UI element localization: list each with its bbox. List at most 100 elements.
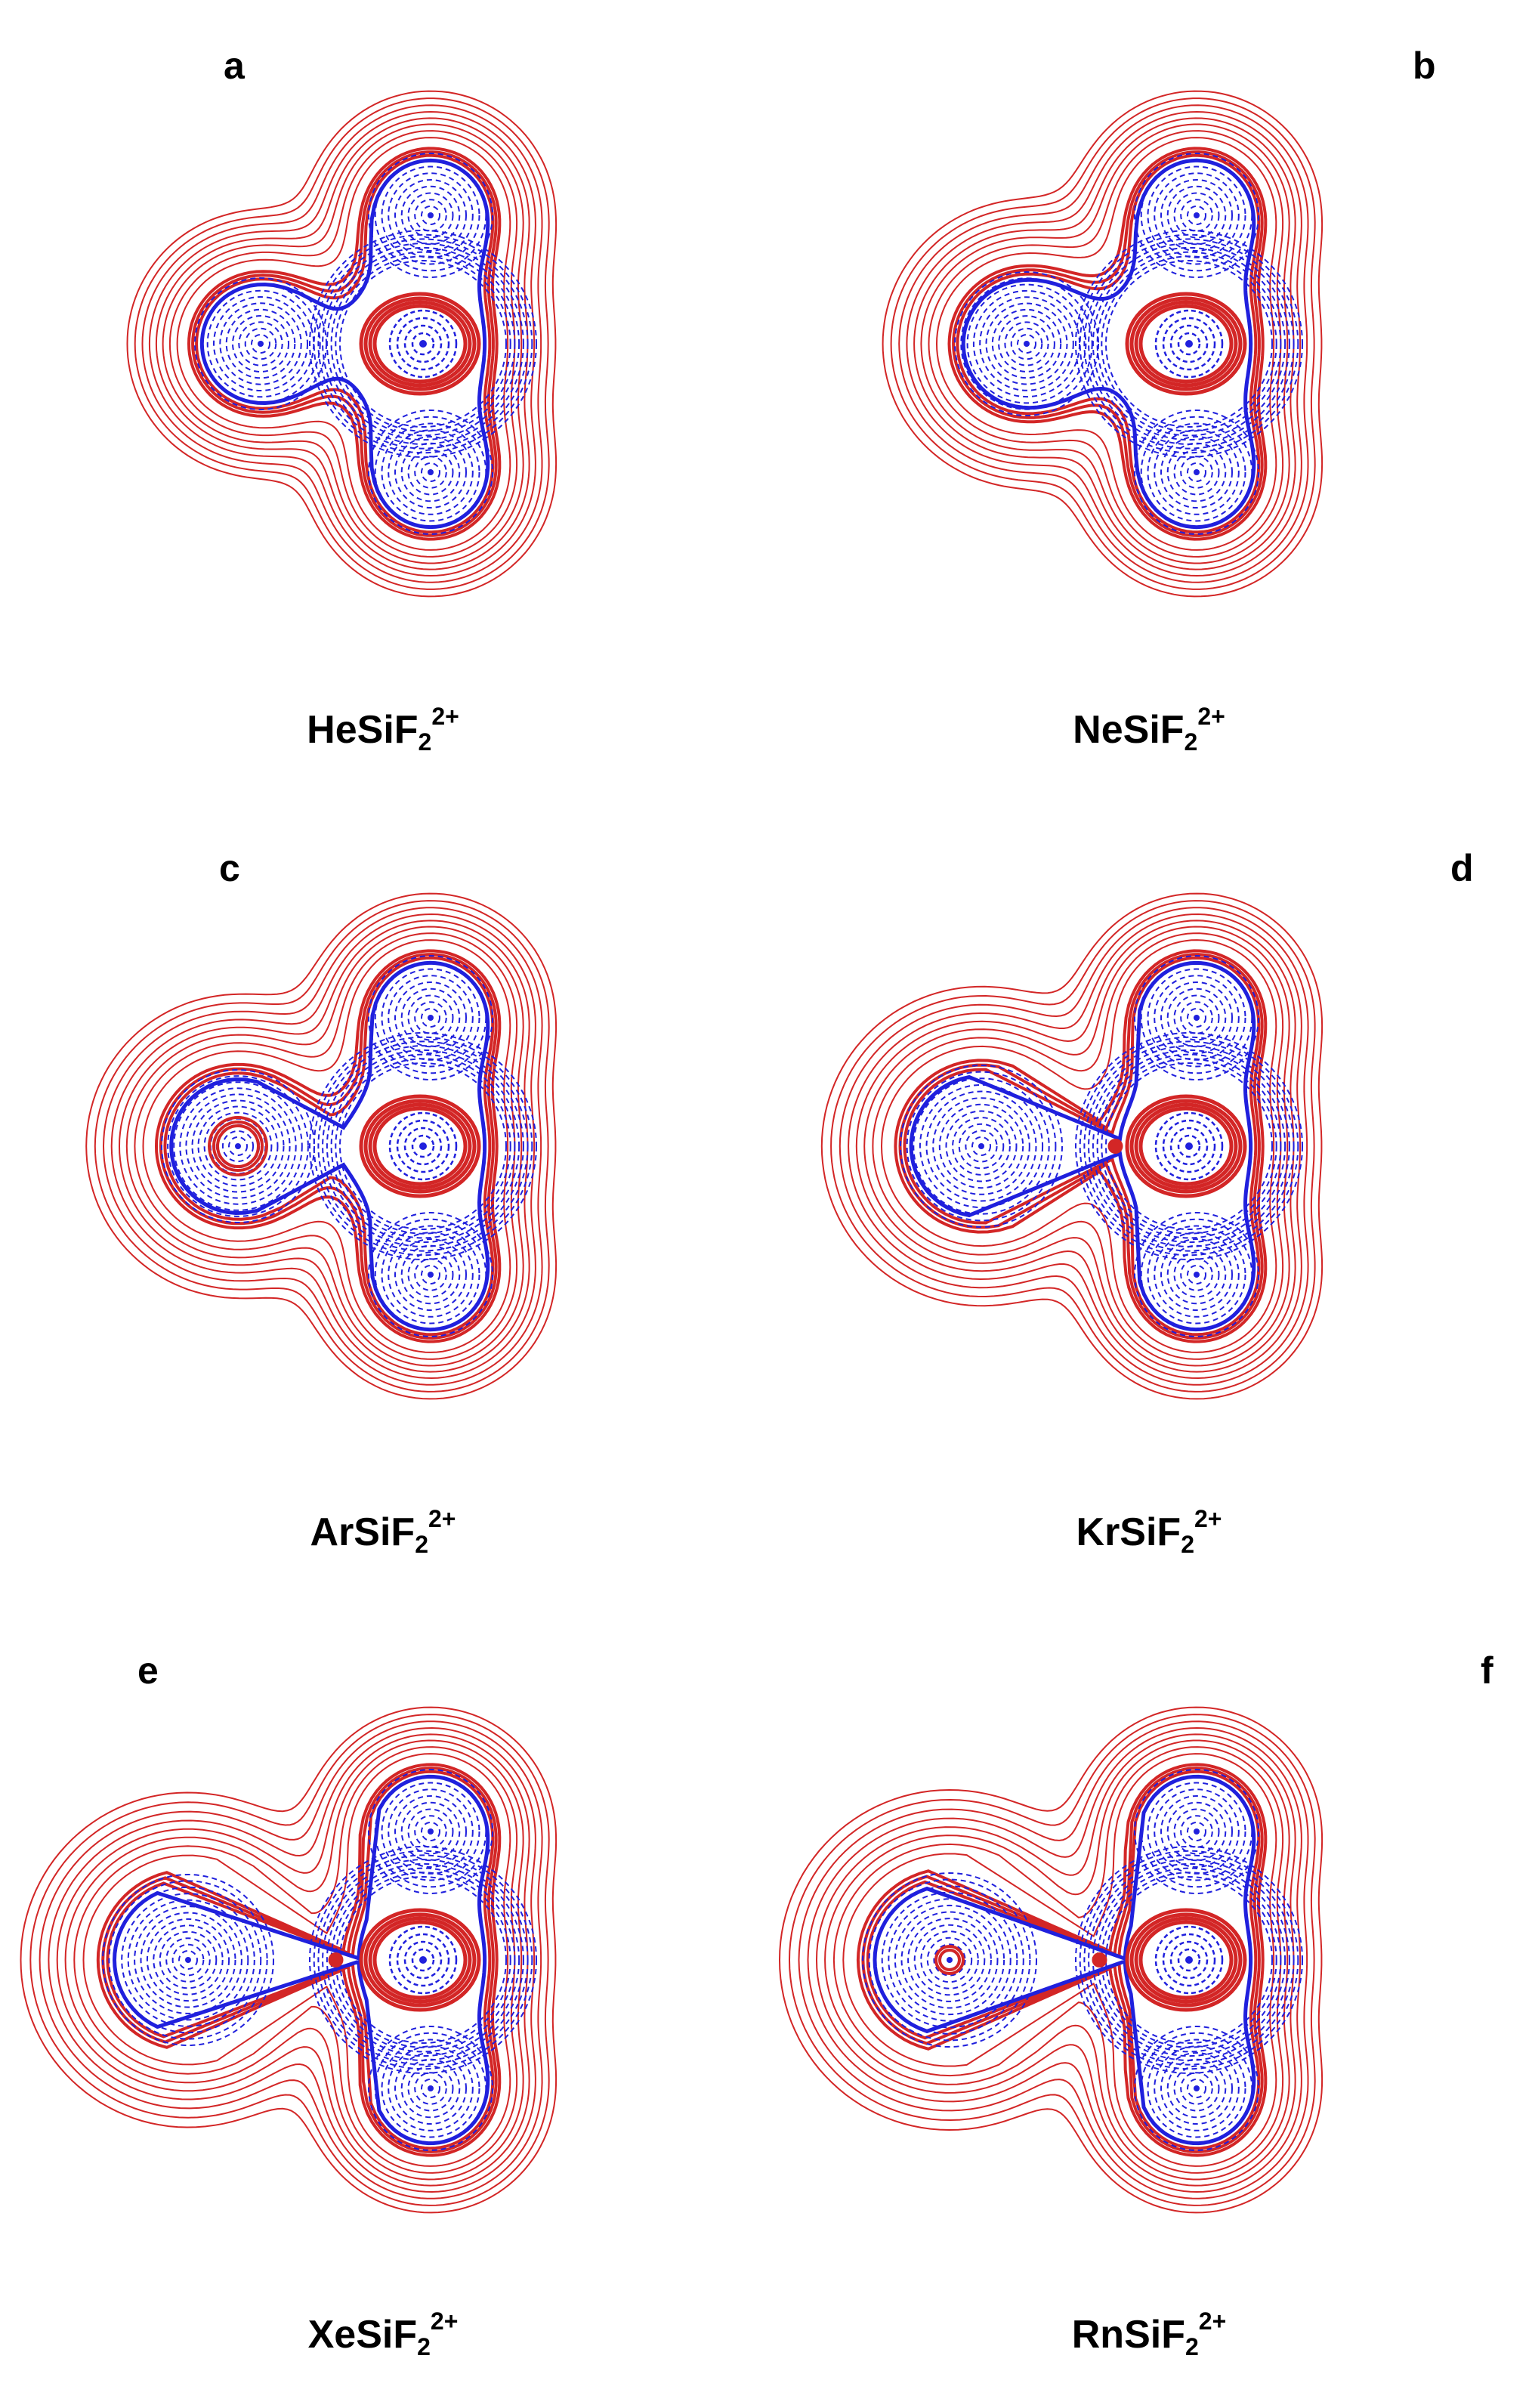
molecule-label: NeSiF22+ [1073,703,1225,756]
positive-contour [861,1767,1264,2153]
molecule-label: KrSiF22+ [1076,1505,1222,1558]
negative-contour [1180,199,1213,232]
negative-contour [381,968,480,1068]
negative-contour [979,296,1074,391]
silicon-core-ring [368,300,472,388]
negative-contour [1173,192,1220,239]
negative-contours [954,153,1303,535]
negative-contour [1169,1940,1209,1980]
contour-plot-d [820,892,1324,1400]
negative-contour [1147,422,1246,522]
positive-contour [815,1733,1296,2187]
negative-contour [228,1136,248,1156]
silicon-nucleus [1185,1142,1193,1150]
positive-contour [952,150,1264,537]
negative-contour [1147,968,1246,1068]
negative-contour [1162,1933,1216,1987]
negative-contour [1017,334,1036,354]
negative-contour [1075,1032,1303,1260]
negative-contours [900,955,1303,1337]
positive-contour [855,920,1296,1373]
negative-contour [972,289,1081,398]
negative-contour [971,1136,991,1156]
negative-contour [868,1878,1031,2042]
silicon-nucleus [1185,1956,1193,1964]
negative-contour [1140,1218,1253,1331]
negative-contour [907,1918,992,2002]
negative-contour [1154,309,1224,379]
negative-contour [998,315,1055,372]
negative-contours [102,1769,537,2151]
negative-contour [171,1943,205,1977]
bond-critical-point [1107,1139,1123,1154]
negative-contour [1079,1036,1299,1257]
panel-letter: f [1481,1649,1493,1692]
contour-lines [778,1706,1324,2214]
positive-contour [906,110,1302,577]
negative-contour [1173,994,1220,1041]
negative-contour [1162,1119,1216,1173]
negative-contour [925,1090,1037,1202]
negative-contour [388,1925,458,1995]
negative-contour [407,1808,454,1855]
negative-contour [1154,1788,1240,1875]
negative-contour [926,1937,973,1983]
panel-a: a HeSiF22+ [0,0,766,802]
contour-lines [20,1706,558,2214]
silicon-core-ring [1138,304,1234,384]
negative-contour [317,1040,529,1252]
silicon-core-ring [359,1908,481,2012]
silicon-core-ring [1129,296,1243,391]
negative-contour [165,1937,211,1983]
negative-contour [159,1930,218,1989]
fluorine-nucleus [1194,1828,1200,1835]
negative-contour [421,1265,440,1284]
fluorine-nucleus [1194,1272,1200,1278]
positive-contour [898,953,1264,1340]
negative-contour [414,1815,447,1848]
panel-letter: d [1450,847,1474,889]
negative-contour [326,1049,520,1244]
fluorine-nucleus [1194,469,1200,475]
positive-contour [195,153,495,534]
silicon-core-ring [1134,1916,1238,2004]
negative-contour [1140,416,1253,529]
negative-contour [1134,955,1259,1080]
negative-contour [396,1119,450,1173]
silicon-nucleus [419,1956,427,1964]
negative-contour [407,192,454,239]
negative-contour [153,1924,224,1995]
negative-contour [225,308,296,379]
positive-contour [155,117,530,570]
positive-contour [134,932,518,1360]
positive-contour [798,1720,1309,2199]
negative-contour [1154,172,1240,258]
positive-contour [898,104,1309,583]
negative-contour [421,206,440,225]
negative-contours [194,153,537,535]
molecule-label: RnSiF22+ [1071,2308,1227,2360]
positive-contour [159,953,498,1340]
negative-contour [1096,1053,1282,1239]
negative-contour [1177,1948,1201,1972]
negative-contour [403,1127,443,1166]
positive-contour [903,956,1261,1337]
positive-contour [830,900,1316,1393]
panel-f: f RnSiF22+ [766,1605,1532,2407]
negative-contour [322,243,524,445]
silicon-core-ring [1129,1099,1243,1194]
negative-contour [932,1097,1030,1195]
negative-contour [394,1238,467,1311]
silicon-core-ring [1134,300,1238,388]
positive-contour [85,892,558,1400]
positive-contour [947,147,1268,541]
negative-contour [221,1130,255,1163]
negative-contour [407,449,454,496]
positive-contour [788,1714,1316,2206]
positive-contour [824,1739,1290,2181]
negative-contour [368,955,493,1080]
negative-contour [919,1083,1044,1209]
positive-contour [48,1726,536,2193]
positive-contour [94,900,550,1393]
rare-gas-nucleus [235,1143,241,1149]
